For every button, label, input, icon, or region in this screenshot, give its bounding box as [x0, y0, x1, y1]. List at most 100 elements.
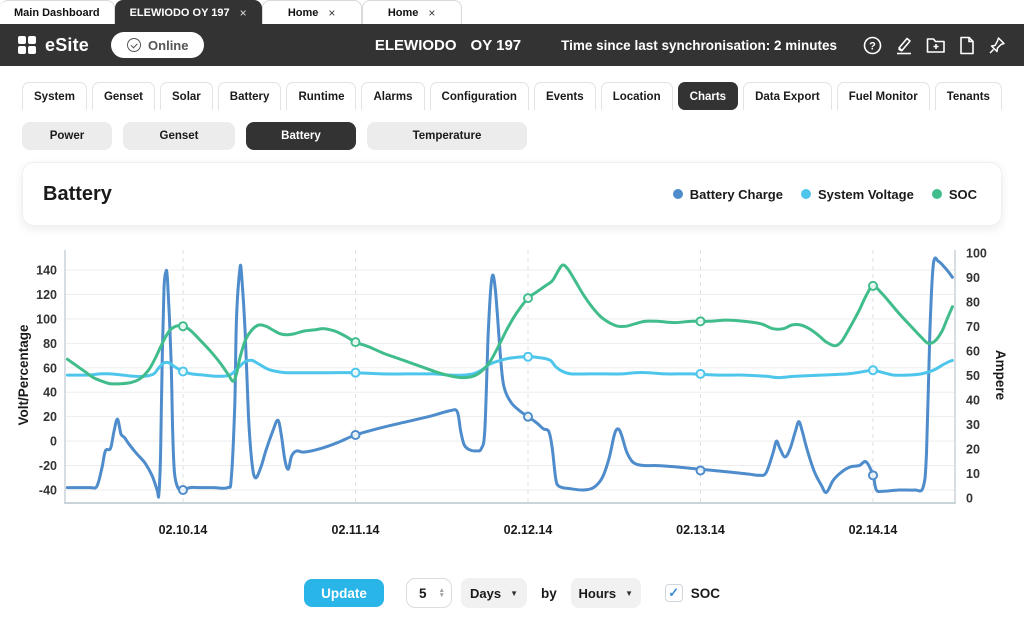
online-status-badge[interactable]: Online: [111, 32, 205, 58]
soc-checkbox-label: SOC: [690, 585, 721, 601]
chart-title: Battery: [43, 182, 112, 205]
y-left-axis-title: Volt/Percentage: [16, 324, 31, 426]
check-icon: ✓: [668, 585, 680, 600]
tab-system-label: System: [34, 90, 75, 103]
y-right-tick: 70: [966, 320, 980, 334]
data-point-marker[interactable]: [523, 293, 533, 304]
browser-tab[interactable]: Home ×: [361, 0, 462, 24]
y-right-tick: 60: [966, 345, 980, 359]
y-left-tick: 80: [43, 337, 57, 351]
chart-tab-battery[interactable]: Battery: [246, 122, 356, 150]
legend-label: System Voltage: [817, 186, 914, 202]
tab-solar[interactable]: Solar: [159, 82, 213, 110]
site-name: ELEWIODO: [374, 36, 457, 54]
online-status-label: Online: [148, 37, 189, 53]
tab-configuration[interactable]: Configuration: [429, 82, 529, 110]
x-tick-label: 02.13.14: [676, 523, 725, 537]
update-button[interactable]: Update: [303, 579, 384, 607]
interval-value[interactable]: 5: [419, 585, 427, 601]
y-left-tick: -40: [39, 484, 57, 498]
tab-system[interactable]: System: [22, 82, 87, 110]
svg-text:?: ?: [869, 40, 876, 52]
data-point-marker[interactable]: [695, 368, 706, 379]
browser-tab[interactable]: Home ×: [261, 0, 362, 24]
tab-charts[interactable]: Charts: [677, 82, 739, 110]
tab-close-icon[interactable]: ×: [328, 5, 336, 20]
chart-tab-temperature[interactable]: Temperature: [367, 122, 527, 150]
tab-close-icon[interactable]: ×: [239, 5, 247, 20]
data-point-marker[interactable]: [868, 365, 878, 376]
x-tick-label: 02.14.14: [849, 523, 898, 537]
chart-tab-genset[interactable]: Genset: [123, 122, 235, 150]
resolution-dropdown[interactable]: Hours ▼: [570, 578, 641, 608]
browser-tabstrip: Main Dashboard ELEWIODO OY 197 × Home × Home ×: [0, 0, 1024, 24]
tab-data-export[interactable]: Data Export: [743, 82, 832, 110]
data-point-marker[interactable]: [350, 430, 361, 440]
data-point-marker[interactable]: [868, 470, 878, 481]
tab-close-icon[interactable]: ×: [428, 5, 436, 20]
browser-tab[interactable]: Main Dashboard: [0, 0, 115, 24]
y-left-tick: 100: [36, 312, 57, 326]
check-circle-icon: [127, 38, 142, 52]
y-left-tick: 120: [36, 288, 57, 302]
y-right-axis-title: Ampere: [993, 350, 1008, 401]
browser-tab[interactable]: ELEWIODO OY 197 ×: [114, 0, 262, 24]
chevron-down-icon: ▼: [510, 588, 518, 598]
series-battery-charge[interactable]: [65, 256, 954, 499]
tab-charts-label: Charts: [689, 90, 727, 103]
site-id: OY 197: [470, 36, 522, 54]
interval-unit-value: Days: [469, 585, 502, 601]
data-point-marker[interactable]: [523, 411, 533, 422]
tab-battery-label: Battery: [229, 90, 270, 103]
tab-alarms[interactable]: Alarms: [361, 82, 425, 110]
edit-icon[interactable]: [895, 36, 913, 55]
data-point-marker[interactable]: [350, 337, 361, 348]
data-point-marker[interactable]: [350, 367, 361, 378]
data-point-marker[interactable]: [178, 321, 188, 332]
tab-tenants-label: Tenants: [946, 90, 990, 103]
tab-location[interactable]: Location: [600, 82, 673, 110]
data-point-marker[interactable]: [178, 485, 188, 495]
tab-solar-label: Solar: [172, 90, 201, 103]
tab-genset-label: Genset: [103, 90, 143, 103]
legend-dot: [800, 189, 811, 199]
data-point-marker[interactable]: [178, 366, 188, 377]
document-icon[interactable]: [959, 36, 975, 55]
tab-genset[interactable]: Genset: [91, 82, 155, 110]
data-point-marker[interactable]: [695, 316, 706, 327]
data-point-marker[interactable]: [523, 351, 533, 362]
series-system-voltage[interactable]: [65, 355, 954, 380]
chart-tab-power[interactable]: Power: [22, 122, 112, 150]
chart-tab-temperature-label: Temperature: [412, 130, 482, 142]
interval-stepper[interactable]: 5 ▲ ▼: [405, 578, 452, 608]
esite-logo-icon: [18, 36, 36, 54]
y-right-tick: 80: [966, 296, 980, 310]
data-point-marker[interactable]: [695, 465, 706, 476]
folder-add-icon[interactable]: [926, 36, 946, 54]
soc-checkbox[interactable]: ✓: [664, 584, 683, 602]
tab-battery[interactable]: Battery: [217, 82, 282, 110]
legend-item: System Voltage: [800, 186, 914, 202]
site-title: ELEWIODO OY 197: [375, 37, 521, 54]
data-point-marker[interactable]: [868, 280, 878, 291]
x-tick-label: 02.10.14: [159, 523, 208, 537]
tab-tenants[interactable]: Tenants: [934, 82, 1002, 110]
resolution-value: Hours: [578, 585, 617, 601]
tab-fuel-monitor[interactable]: Fuel Monitor: [836, 82, 930, 110]
chart-card-header: Battery Battery Charge System Voltage SOC: [22, 162, 1002, 226]
pin-icon[interactable]: [988, 36, 1006, 55]
tab-events[interactable]: Events: [533, 82, 596, 110]
y-right-tick: 20: [966, 443, 980, 457]
tab-events-label: Events: [545, 90, 584, 103]
tab-runtime[interactable]: Runtime: [286, 82, 357, 110]
help-icon[interactable]: ?: [863, 36, 882, 55]
stepper-arrows-icon[interactable]: ▲ ▼: [438, 587, 445, 599]
series-soc[interactable]: [65, 263, 954, 386]
interval-unit-dropdown[interactable]: Days ▼: [460, 578, 527, 608]
browser-tab-label: ELEWIODO OY 197: [129, 6, 230, 19]
battery-chart: 140 120 100 80 60 40 20 0 -20 -40 02.10.14 02.11.14…: [0, 240, 1024, 548]
x-tick-label: 02.12.14: [504, 523, 553, 537]
tab-fuel-monitor-label: Fuel Monitor: [848, 90, 918, 103]
chevron-down-icon: ▼: [625, 588, 633, 598]
